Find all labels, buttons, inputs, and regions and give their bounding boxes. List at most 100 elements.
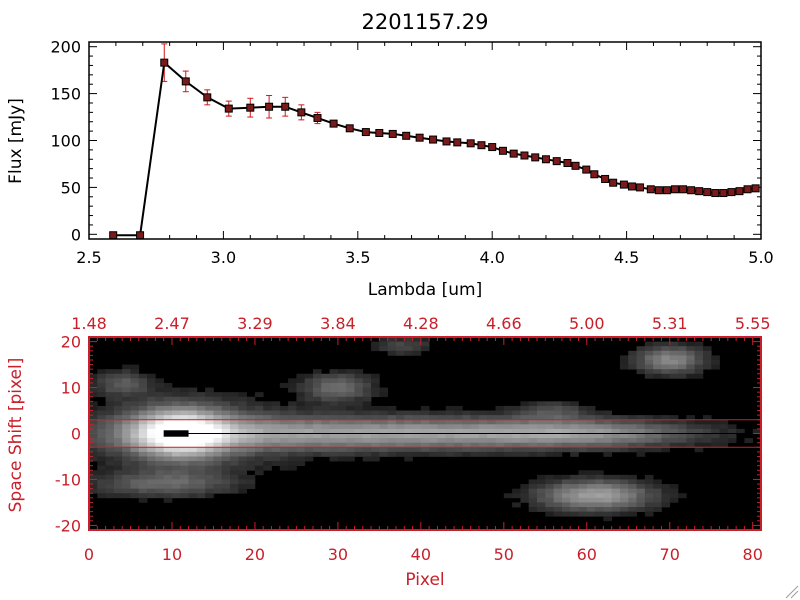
image-pixel (238, 433, 247, 439)
image-pixel (138, 488, 148, 494)
image-pixel (105, 405, 115, 411)
image-pixel (147, 484, 156, 489)
image-pixel (528, 497, 538, 503)
image-pixel (89, 479, 98, 485)
image-pixel (321, 373, 330, 379)
image-pixel (387, 350, 397, 356)
image-pixel (138, 479, 148, 485)
image-pixel (122, 428, 131, 434)
image-pixel (130, 387, 140, 393)
image-pixel (537, 488, 546, 494)
image-pixel (653, 442, 662, 448)
image-pixel (122, 451, 131, 457)
image-pixel (313, 451, 322, 457)
image-pixel (105, 382, 115, 388)
image-top-axis-label: 5.00 (569, 314, 605, 333)
image-pixel (97, 373, 106, 379)
image-pixel (678, 419, 687, 425)
image-pixel (304, 373, 314, 379)
image-pixel (653, 350, 662, 356)
image-pixel (271, 401, 281, 407)
image-pixel (288, 401, 297, 407)
image-pixel (196, 401, 206, 407)
image-pixel (711, 433, 720, 439)
image-pixel (130, 465, 140, 471)
resize-grip-icon[interactable] (785, 585, 799, 599)
image-pixel (653, 493, 662, 499)
image-pixel (138, 493, 148, 499)
image-pixel (321, 424, 330, 430)
image-pixel (163, 401, 173, 407)
image-pixel (578, 447, 588, 453)
image-pixel (694, 428, 704, 434)
image-pixel (727, 428, 737, 434)
image-pixel (478, 415, 488, 421)
image-pixel (379, 410, 389, 416)
image-pixel (163, 474, 173, 480)
image-pixel (362, 396, 372, 402)
image-pixel (520, 447, 530, 453)
image-pixel (130, 396, 140, 402)
image-pixel (528, 410, 538, 416)
image-pixel (561, 484, 571, 489)
image-pixel (130, 447, 140, 453)
image-pixel (404, 442, 413, 448)
image-pixel (171, 479, 181, 485)
image-pixel (163, 410, 173, 416)
image-pixel (354, 373, 364, 379)
image-pixel (611, 424, 621, 430)
image-pixel (138, 396, 148, 402)
image-pixel (230, 447, 239, 453)
image-pixel (661, 493, 671, 499)
image-pixel (105, 474, 115, 480)
image-pixel (586, 493, 596, 499)
image-pixel (661, 341, 671, 347)
image-pixel (130, 364, 140, 370)
image-pixel (296, 433, 306, 439)
image-pixel (454, 447, 463, 453)
image-pixel (537, 433, 546, 439)
image-pixel (454, 424, 463, 430)
image-pixel (97, 378, 106, 384)
image-pixel (238, 392, 247, 398)
image-pixel (163, 447, 173, 453)
image-pixel (238, 461, 247, 467)
image-pixel (155, 474, 165, 480)
image-pixel (404, 350, 413, 356)
image-pixel (611, 479, 621, 485)
image-pixel (478, 424, 488, 430)
image-pixel (279, 433, 289, 439)
image-pixel (163, 396, 173, 402)
image-pixel (495, 424, 505, 430)
image-pixel (130, 369, 140, 375)
image-pixel (238, 470, 247, 476)
image-pixel (661, 415, 671, 421)
image-pixel (628, 428, 637, 434)
spectrum-data-point (601, 174, 610, 183)
image-pixel (89, 470, 98, 476)
image-pixel (221, 396, 231, 402)
image-pixel (595, 428, 604, 434)
image-pixel (669, 346, 679, 352)
image-pixel (171, 484, 181, 489)
image-pixel (362, 433, 372, 439)
image-pixel (346, 369, 355, 375)
spectrum-data-point (662, 186, 671, 195)
image-x-tick-label: 30 (328, 545, 348, 564)
image-pixel (321, 410, 330, 416)
image-pixel (147, 438, 156, 444)
image-pixel (89, 373, 98, 379)
image-pixel (213, 433, 223, 439)
image-pixel (230, 401, 239, 407)
image-pixel (661, 350, 671, 356)
image-pixel (553, 497, 563, 503)
image-pixel (487, 415, 496, 421)
image-pixel (619, 497, 629, 503)
image-pixel (163, 461, 173, 467)
image-pixel (313, 382, 322, 388)
image-pixel (669, 493, 679, 499)
image-pixel (653, 438, 662, 444)
image-pixel (97, 438, 106, 444)
image-pixel (288, 415, 297, 421)
